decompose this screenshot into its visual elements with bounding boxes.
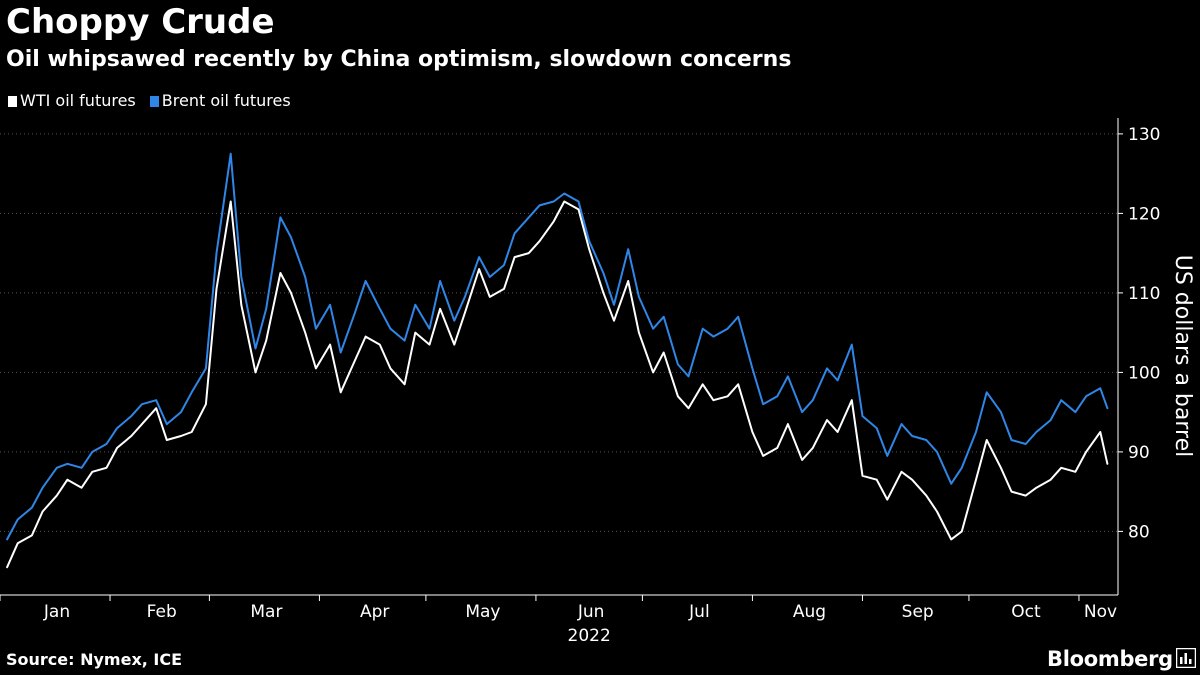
- x-tick-label-feb: Feb: [147, 602, 177, 622]
- bloomberg-terminal-icon: [1176, 648, 1196, 668]
- x-tick-label-apr: Apr: [360, 602, 389, 622]
- y-tick-label-100: 100: [1128, 363, 1160, 383]
- y-tick-label-110: 110: [1128, 284, 1160, 304]
- x-tick-label-aug: Aug: [793, 602, 826, 622]
- legend-swatch-brent: [149, 95, 159, 107]
- x-tick-label-sep: Sep: [902, 602, 934, 622]
- x-tick-label-jun: Jun: [577, 602, 605, 622]
- x-tick-label-nov: Nov: [1084, 602, 1117, 622]
- chart-subtitle: Oil whipsawed recently by China optimism…: [6, 47, 792, 72]
- y-tick-label-90: 90: [1128, 443, 1150, 463]
- legend-item-wti: WTI oil futures: [8, 90, 136, 112]
- x-tick-label-mar: Mar: [250, 602, 282, 622]
- legend: WTI oil futures Brent oil futures: [8, 90, 291, 112]
- chart-title: Choppy Crude: [6, 2, 275, 42]
- legend-label-brent: Brent oil futures: [161, 91, 291, 110]
- y-tick-label-130: 130: [1128, 125, 1160, 145]
- bloomberg-logo: Bloomberg: [1047, 647, 1173, 671]
- legend-label-wti: WTI oil futures: [20, 91, 136, 110]
- y-tick-label-120: 120: [1128, 204, 1160, 224]
- y-axis-title: US dollars a barrel: [1170, 255, 1195, 457]
- series-line-brent: [6, 152, 1109, 541]
- legend-item-brent: Brent oil futures: [149, 90, 291, 112]
- y-tick-label-80: 80: [1128, 522, 1150, 542]
- x-tick-label-oct: Oct: [1011, 602, 1041, 622]
- x-tick-label-jan: Jan: [43, 602, 70, 622]
- series-line-wti: [6, 200, 1109, 569]
- legend-swatch-wti: [8, 95, 17, 107]
- x-axis-title: 2022: [568, 626, 611, 646]
- x-tick-label-may: May: [465, 602, 500, 622]
- x-tick-label-jul: Jul: [688, 602, 710, 622]
- source-note: Source: Nymex, ICE: [6, 650, 183, 669]
